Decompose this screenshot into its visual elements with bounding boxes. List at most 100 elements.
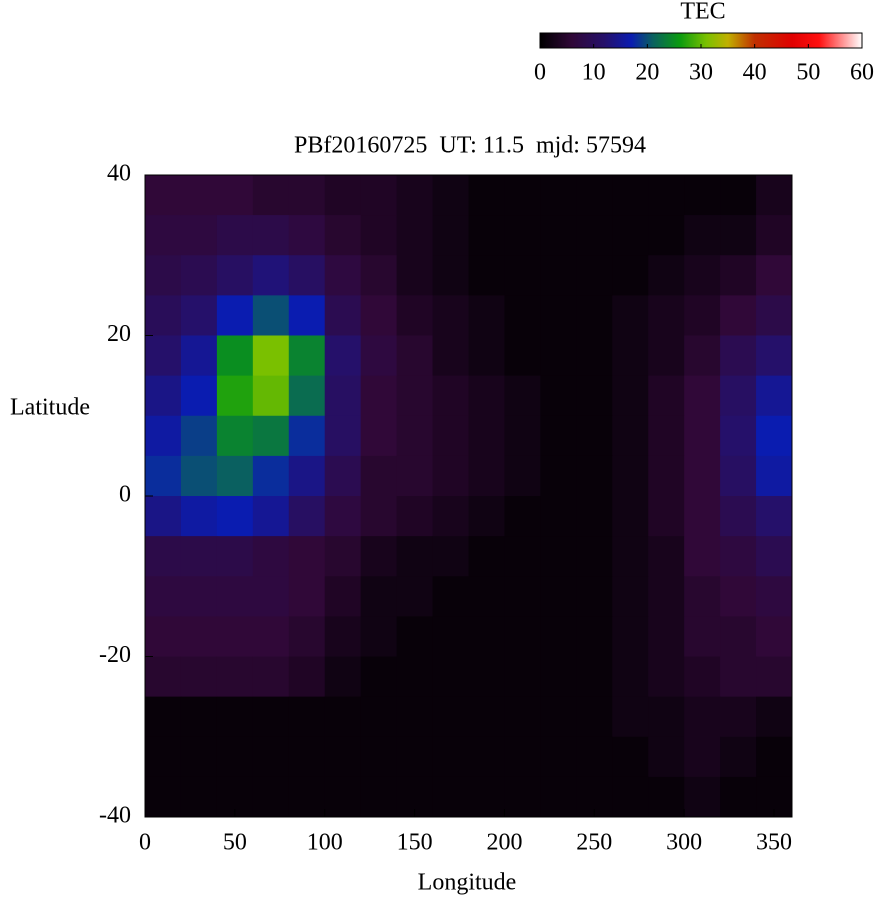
heatmap-cell — [252, 175, 290, 216]
heatmap-cell — [720, 335, 757, 377]
heatmap-cell — [252, 335, 290, 377]
heatmap-cell — [612, 175, 649, 216]
heatmap-cell — [756, 295, 793, 336]
heatmap-cell — [360, 295, 398, 336]
heatmap-cell — [145, 696, 182, 738]
heatmap-cell — [612, 736, 649, 778]
heatmap-cell — [252, 215, 290, 256]
x-tick-label: 350 — [756, 830, 792, 856]
heatmap-cell — [145, 496, 182, 537]
heatmap-cell — [468, 255, 505, 296]
heatmap-cell — [720, 455, 757, 497]
heatmap-cell — [432, 776, 469, 818]
heatmap-cell — [145, 295, 182, 336]
heatmap-cell — [648, 295, 685, 336]
heatmap-cell — [288, 616, 326, 657]
heatmap-cell — [180, 375, 218, 417]
heatmap-cell — [145, 375, 182, 417]
heatmap-cell — [504, 295, 541, 336]
heatmap-cell — [504, 375, 541, 417]
heatmap-cell — [180, 776, 218, 818]
heatmap-cell — [432, 415, 469, 457]
heatmap-cell — [180, 215, 218, 256]
heatmap-cell — [252, 576, 290, 617]
heatmap-cell — [468, 175, 505, 216]
heatmap-cell — [468, 656, 505, 698]
heatmap-cell — [396, 375, 434, 417]
heatmap-cell — [252, 295, 290, 336]
y-tick-label: -20 — [99, 642, 131, 668]
heatmap-cell — [288, 415, 326, 457]
heatmap-cell — [145, 415, 182, 457]
heatmap-cell — [396, 415, 434, 457]
heatmap-cell — [576, 175, 613, 216]
heatmap-cell — [648, 375, 685, 417]
heatmap-cell — [720, 696, 757, 738]
heatmap-cell — [396, 536, 434, 577]
heatmap-cell — [468, 215, 505, 256]
heatmap-cell — [468, 736, 505, 778]
heatmap-cell — [288, 536, 326, 577]
heatmap-cell — [756, 415, 793, 457]
heatmap-cell — [720, 375, 757, 417]
heatmap-cell — [360, 215, 398, 256]
heatmap-cell — [684, 736, 721, 778]
heatmap-cell — [360, 335, 398, 377]
heatmap-cell — [432, 255, 469, 296]
heatmap-cell — [720, 616, 757, 657]
heatmap-cell — [216, 616, 254, 657]
heatmap-cell — [288, 496, 326, 537]
heatmap-cell — [324, 375, 362, 417]
y-axis-label: Latitude — [10, 395, 90, 421]
heatmap-cell — [145, 776, 182, 818]
heatmap-cell — [180, 175, 218, 216]
heatmap-cell — [504, 656, 541, 698]
heatmap-cell — [324, 696, 362, 738]
heatmap-cell — [360, 616, 398, 657]
heatmap-cell — [648, 496, 685, 537]
x-tick-label: 100 — [307, 830, 343, 856]
heatmap-cell — [576, 736, 613, 778]
heatmap-cell — [720, 736, 757, 778]
heatmap-cell — [504, 616, 541, 657]
heatmap-cell — [756, 455, 793, 497]
heatmap-cell — [145, 656, 182, 698]
colorbar-tick-label: 30 — [689, 60, 713, 86]
heatmap-cell — [648, 616, 685, 657]
heatmap-cell — [468, 335, 505, 377]
heatmap-cell — [756, 335, 793, 377]
heatmap-cell — [216, 255, 254, 296]
heatmap-cell — [252, 255, 290, 296]
heatmap-cell — [216, 576, 254, 617]
heatmap-cell — [324, 215, 362, 256]
heatmap-cell — [360, 375, 398, 417]
heatmap-cell — [145, 536, 182, 577]
heatmap-cell — [216, 335, 254, 377]
heatmap-cell — [216, 455, 254, 497]
heatmap-cell — [360, 455, 398, 497]
heatmap-cell — [252, 455, 290, 497]
heatmap-cell — [756, 175, 793, 216]
heatmap-cell — [684, 415, 721, 457]
heatmap-cell — [432, 335, 469, 377]
colorbar-tick-label: 10 — [582, 60, 606, 86]
heatmap-cell — [504, 496, 541, 537]
heatmap-cell — [576, 455, 613, 497]
heatmap-cell — [324, 656, 362, 698]
heatmap-cell — [145, 576, 182, 617]
heatmap-cell — [540, 736, 577, 778]
heatmap-cell — [396, 215, 434, 256]
heatmap-cell — [324, 415, 362, 457]
heatmap-cell — [756, 536, 793, 577]
heatmap-cell — [648, 776, 685, 818]
heatmap-cell — [720, 255, 757, 296]
heatmap-cell — [360, 415, 398, 457]
heatmap-cell — [648, 175, 685, 216]
heatmap-cell — [468, 496, 505, 537]
heatmap-cell — [648, 335, 685, 377]
heatmap-cell — [756, 736, 793, 778]
heatmap-cell — [252, 536, 290, 577]
heatmap-cell — [324, 295, 362, 336]
heatmap-cell — [396, 295, 434, 336]
heatmap-cell — [324, 736, 362, 778]
